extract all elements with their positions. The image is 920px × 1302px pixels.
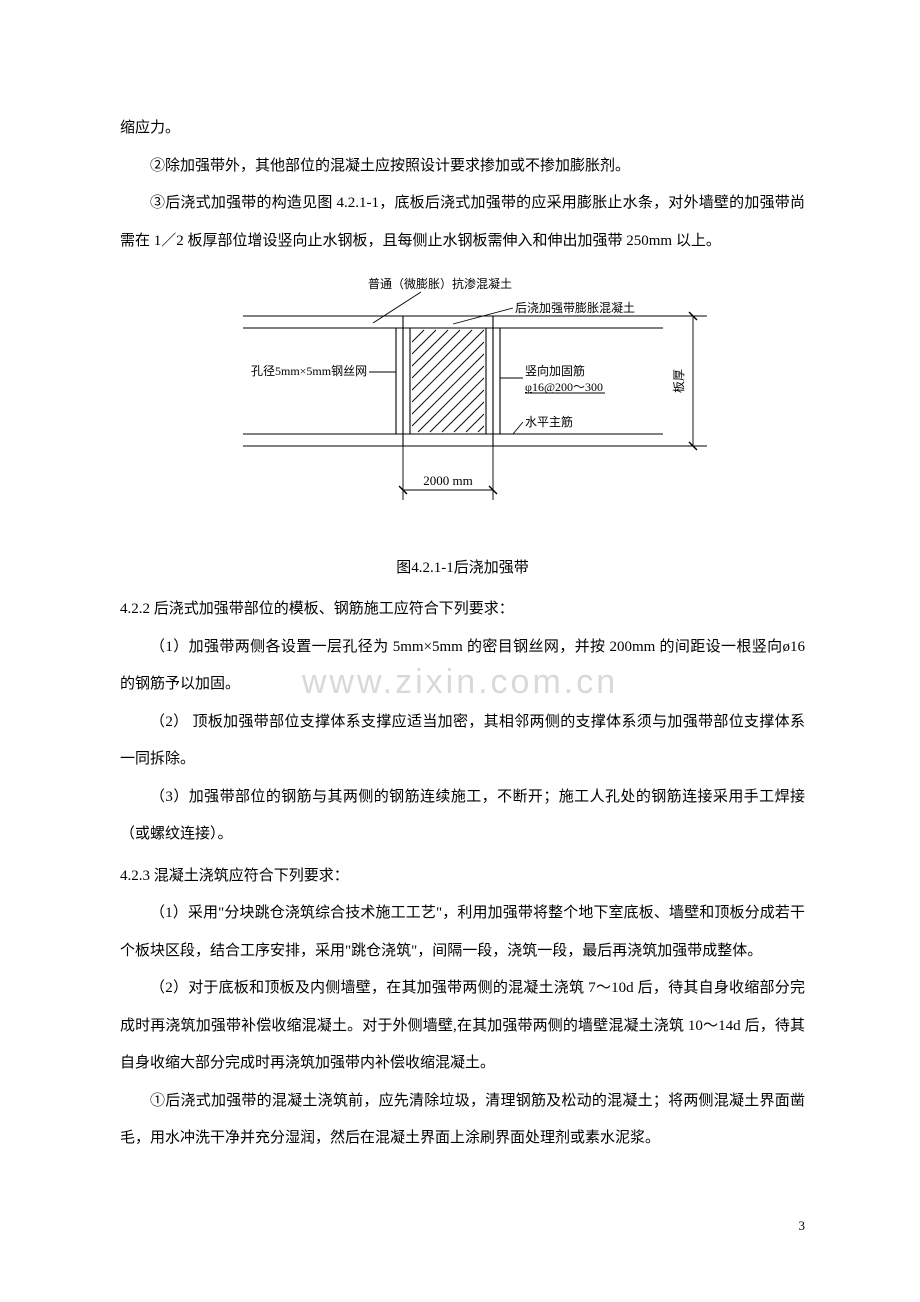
svg-text:普通（微膨胀）抗渗混凝土: 普通（微膨胀）抗渗混凝土 [368, 276, 512, 291]
svg-text:2000 mm: 2000 mm [423, 473, 472, 488]
svg-text:孔径5mm×5mm钢丝网: 孔径5mm×5mm钢丝网 [251, 364, 367, 378]
section-head: 4.2.2 后浇式加强带部位的模板、钢筋施工应符合下列要求： [120, 591, 805, 629]
paragraph: ①后浇式加强带的混凝土浇筑前，应先清除垃圾，清理钢筋及松动的混凝土；将两侧混凝土… [120, 1083, 805, 1158]
svg-text:板厚: 板厚 [672, 369, 686, 393]
paragraph: ③后浇式加强带的构造见图 4.2.1-1，底板后浇式加强带的应采用膨胀止水条，对… [120, 185, 805, 260]
figure-svg: 普通（微膨胀）抗渗混凝土后浇加强带膨胀混凝土孔径5mm×5mm钢丝网 竖向加固筋 φ… [193, 268, 733, 528]
figure-caption: 图4.2.1-1后浇加强带 [120, 550, 805, 588]
paragraph: （3）加强带部位的钢筋与其两侧的钢筋连续施工，不断开；施工人孔处的钢筋连接采用手… [120, 779, 805, 854]
section-head: 4.2.3 混凝土浇筑应符合下列要求： [120, 858, 805, 896]
paragraph: 缩应力。 [120, 110, 805, 148]
paragraph: （1）采用"分块跳仓浇筑综合技术施工工艺"，利用加强带将整个地下室底板、墙壁和顶… [120, 895, 805, 970]
paragraph: （1）加强带两侧各设置一层孔径为 5mm×5mm 的密目钢丝网，并按 200mm… [120, 629, 805, 704]
paragraph: （2）对于底板和顶板及内侧墙壁，在其加强带两侧的混凝土浇筑 7～10d 后，待其… [120, 970, 805, 1083]
page-number: 3 [799, 1210, 806, 1243]
paragraph: ②除加强带外，其他部位的混凝土应按照设计要求掺加或不掺加膨胀剂。 [120, 148, 805, 186]
figure-4-2-1-1: 普通（微膨胀）抗渗混凝土后浇加强带膨胀混凝土孔径5mm×5mm钢丝网 竖向加固筋 φ… [120, 268, 805, 587]
svg-text:后浇加强带膨胀混凝土: 后浇加强带膨胀混凝土 [515, 300, 635, 315]
svg-text:竖向加固筋: 竖向加固筋 [525, 363, 585, 378]
paragraph: （2） 顶板加强带部位支撑体系支撑应适当加密，其相邻两侧的支撑体系须与加强带部位… [120, 704, 805, 779]
svg-text:φ16@200～300: φ16@200～300 [525, 380, 603, 394]
page: www.zixin.com.cn 缩应力。 ②除加强带外，其他部位的混凝土应按照… [0, 0, 920, 1302]
svg-text:水平主筋: 水平主筋 [525, 414, 573, 429]
